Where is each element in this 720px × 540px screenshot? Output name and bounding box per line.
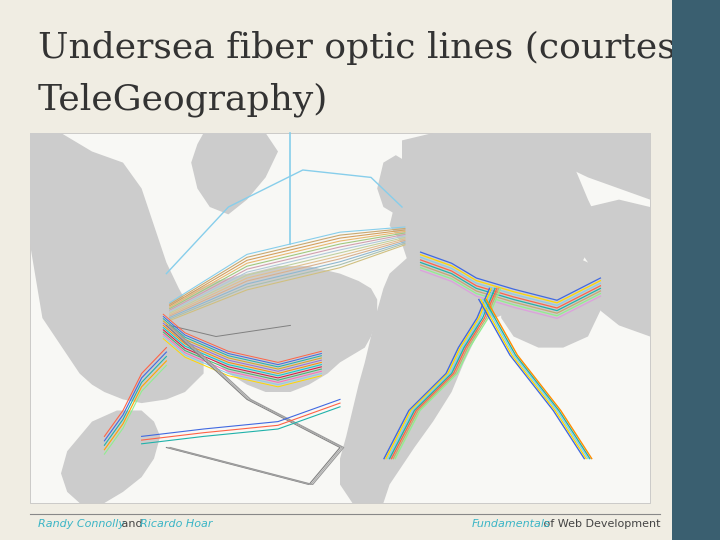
Polygon shape [192, 133, 278, 214]
Text: Randy Connolly: Randy Connolly [38, 519, 125, 529]
Polygon shape [30, 133, 204, 403]
Polygon shape [377, 155, 415, 214]
Text: TeleGeography): TeleGeography) [38, 82, 328, 117]
Text: of Web Development: of Web Development [539, 519, 660, 529]
Polygon shape [575, 200, 650, 336]
Text: Ricardo Hoar: Ricardo Hoar [140, 519, 212, 529]
Bar [672, 0, 720, 540]
Bar [30, 133, 650, 503]
Text: and: and [118, 519, 146, 529]
Polygon shape [501, 252, 600, 348]
Text: Fundamentals: Fundamentals [472, 519, 550, 529]
Text: Undersea fiber optic lines (courtesy: Undersea fiber optic lines (courtesy [38, 30, 696, 65]
Polygon shape [154, 266, 377, 392]
Polygon shape [61, 410, 160, 503]
Polygon shape [415, 133, 650, 200]
Polygon shape [340, 244, 482, 503]
Polygon shape [390, 133, 600, 318]
